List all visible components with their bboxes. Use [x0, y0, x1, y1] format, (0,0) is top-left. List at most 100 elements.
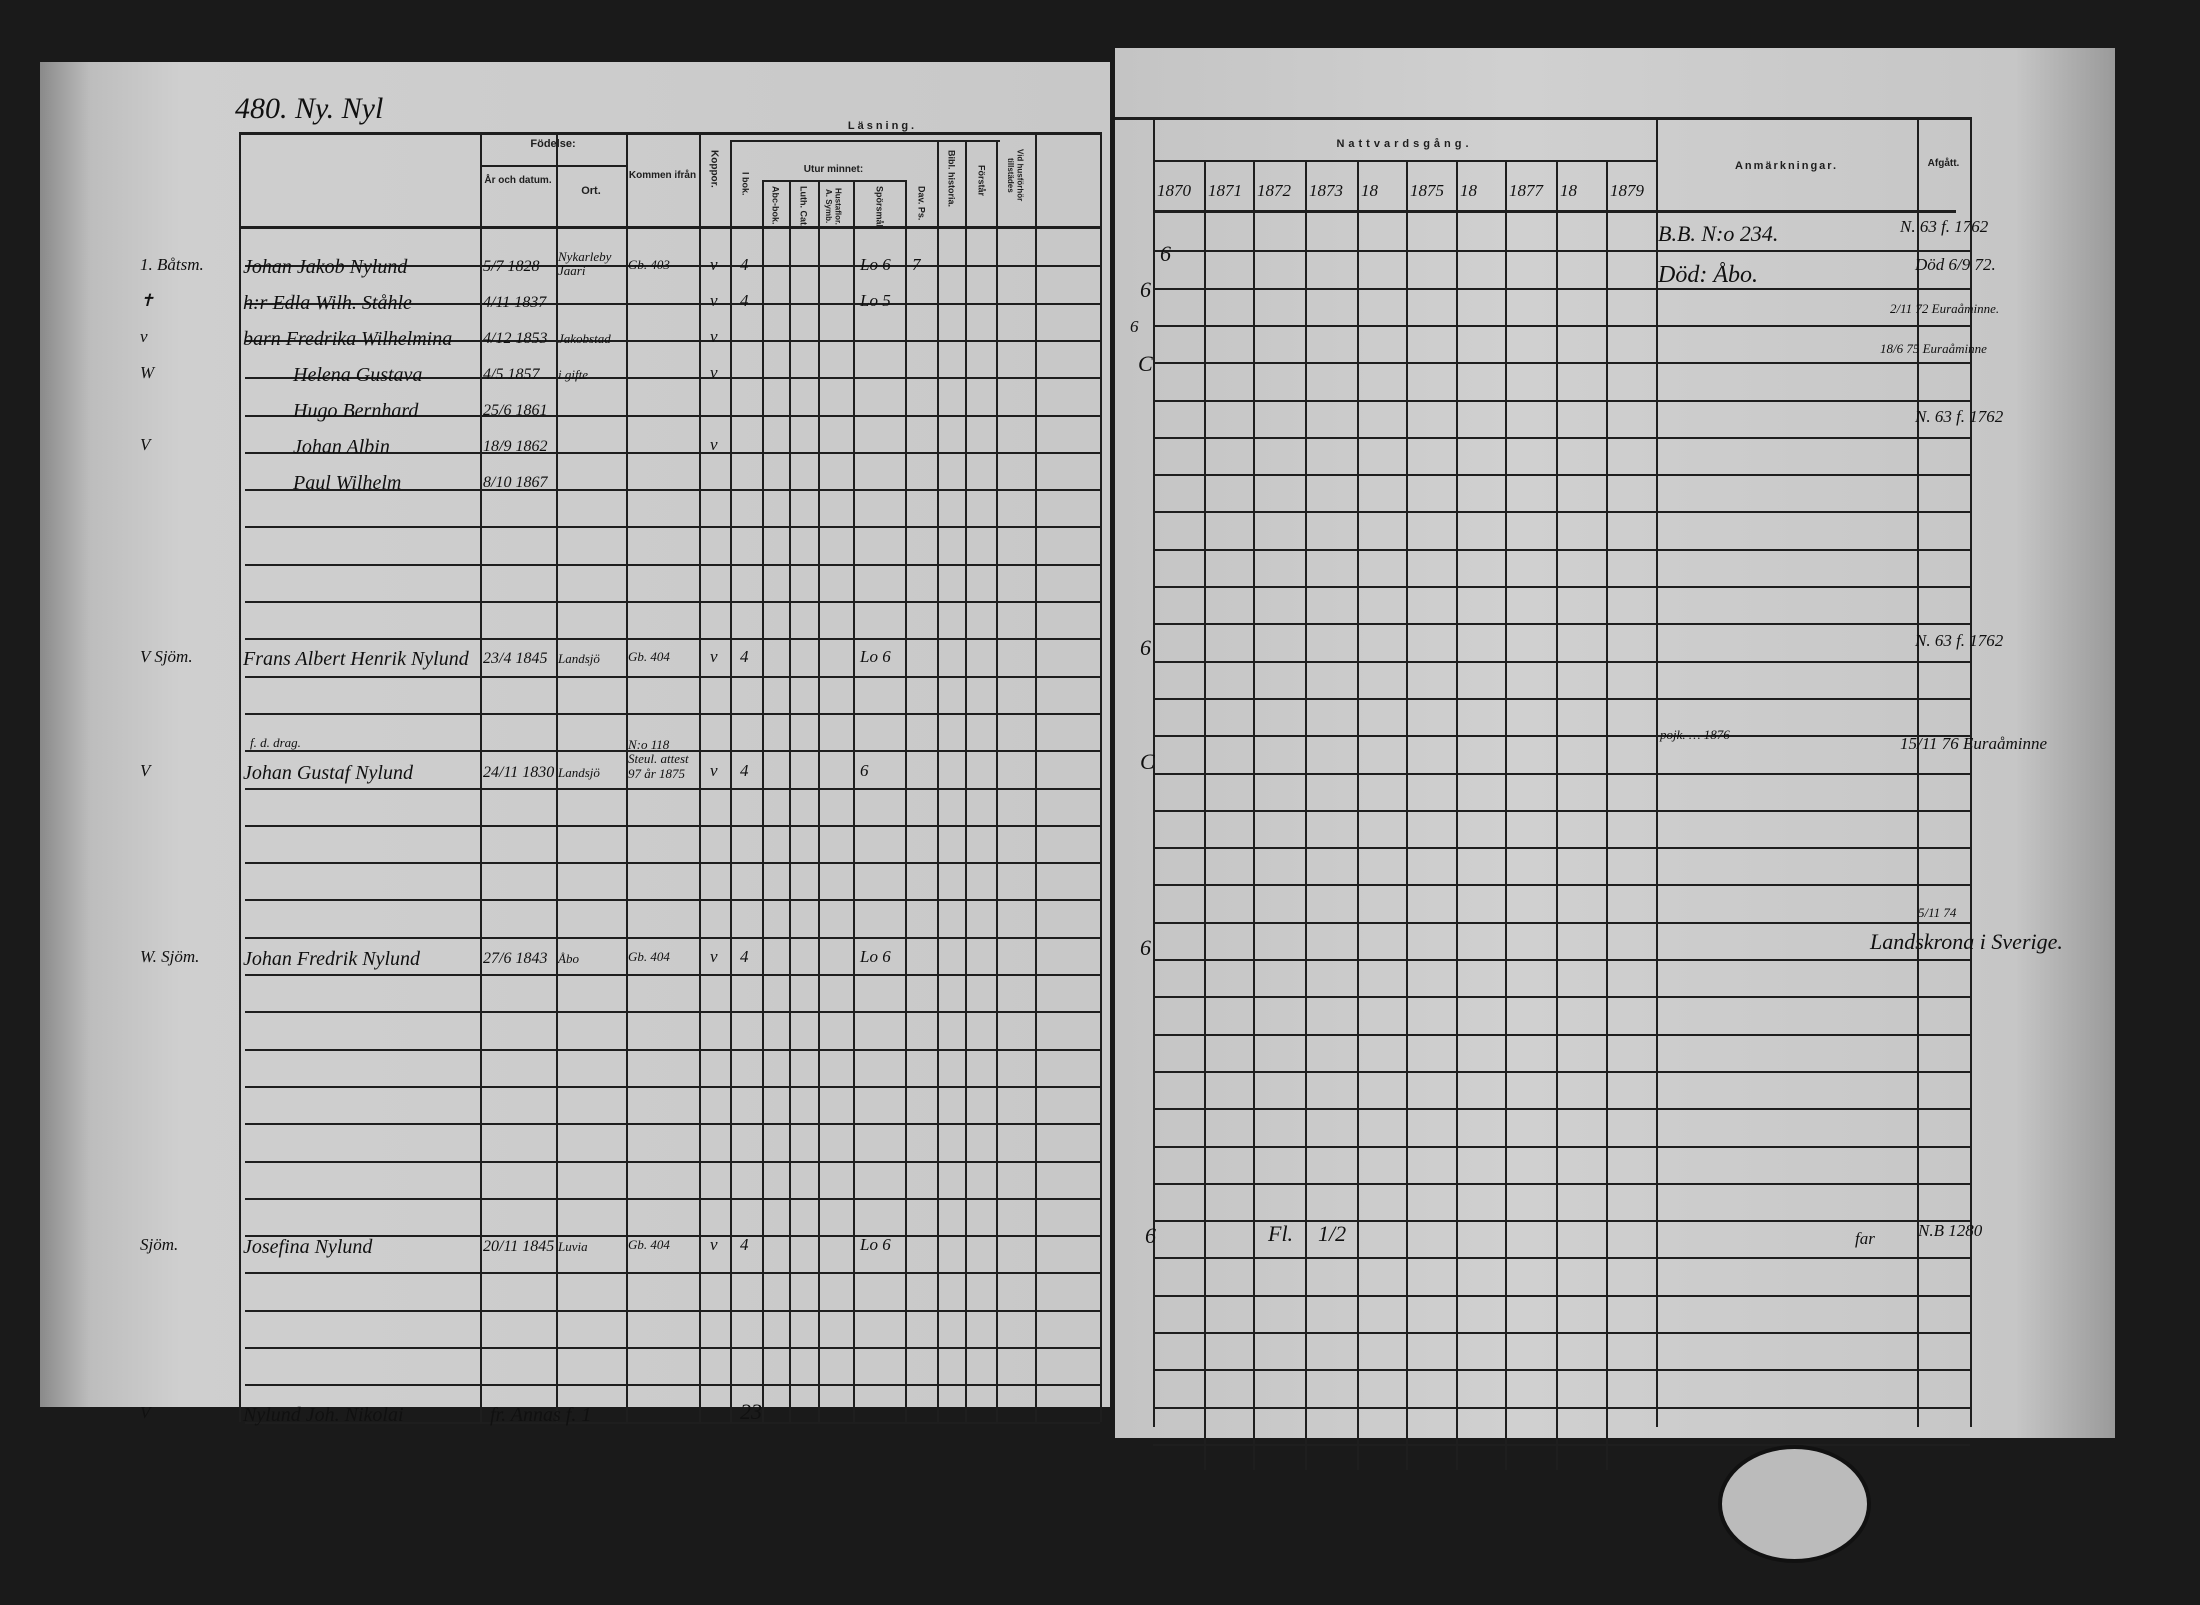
rule-line	[1035, 132, 1037, 1422]
rule-line	[1204, 160, 1206, 1470]
rule-line	[1153, 1033, 1970, 1036]
rule-line	[245, 974, 1100, 976]
header-sporsmal: Spörsmål.	[874, 186, 885, 230]
rule-line	[480, 132, 482, 1422]
margin-note: V	[140, 1403, 151, 1422]
header-forstar: Förstår	[976, 165, 987, 197]
rule-line	[245, 601, 1100, 603]
birth-date: 4/12 1853	[483, 330, 548, 347]
catechism-mark: Lo 6	[860, 1235, 891, 1254]
rule-line	[245, 787, 1100, 790]
rule-line	[245, 451, 1100, 454]
rule-line	[245, 377, 1100, 380]
remark: pojk. … 1876	[1660, 727, 1730, 742]
rule-line	[762, 180, 764, 1422]
person-name: Johan Jakob Nylund	[243, 256, 408, 278]
rule-line	[1153, 847, 1970, 850]
rule-line	[1100, 132, 1102, 1422]
rule-line	[556, 132, 558, 1422]
rule-line	[1153, 586, 1970, 588]
left-page	[40, 62, 1110, 1407]
mark: 6	[1140, 635, 1151, 660]
came-from: Gb. 404	[628, 649, 670, 664]
archive-stamp	[1718, 1445, 1871, 1563]
rule-line	[1153, 287, 1970, 290]
rule-line	[245, 489, 1100, 492]
year-header: 1872	[1257, 181, 1291, 200]
birth-date: 8/10 1867	[483, 474, 548, 491]
vaccination-mark: v	[710, 1235, 718, 1254]
rule-line	[245, 265, 1100, 268]
rule-line	[1556, 160, 1558, 1470]
rule-line	[245, 862, 1100, 865]
rule-line	[480, 165, 626, 167]
departure-note: N. 63 f. 1762	[1915, 631, 2004, 650]
rule-line	[245, 1347, 1100, 1349]
rule-line	[1153, 1332, 1970, 1334]
rule-line	[1153, 324, 1970, 327]
departure-note: 5/11 74	[1918, 905, 1957, 920]
rule-line	[1153, 884, 1970, 887]
birth-date: 27/6 1843	[483, 950, 548, 967]
rule-line	[245, 750, 1100, 753]
catechism-mark: Lo 6	[860, 255, 891, 274]
number-note: 23	[740, 1399, 762, 1424]
rule-line	[626, 132, 628, 1422]
mark: 6	[1140, 935, 1151, 960]
year-header: 1875	[1410, 181, 1444, 200]
person-name: Josefina Nylund	[243, 1236, 373, 1258]
reading-mark: 4	[740, 647, 749, 666]
birth-date: 4/11 1837	[483, 294, 547, 311]
margin-note: V	[140, 435, 151, 454]
rule-line	[1153, 1257, 1970, 1260]
person-name: Helena Gustava	[293, 364, 423, 386]
rule-line	[245, 936, 1100, 939]
departure-note: N. 63 f. 1762	[1915, 407, 2004, 426]
header-fodelse: Födelse:	[530, 138, 576, 150]
birth-date: 23/4 1845	[483, 650, 548, 667]
reading-mark: 4	[740, 291, 749, 310]
birth-place: Landsjö	[558, 651, 600, 666]
departure-note: Död 6/9 72.	[1915, 255, 1996, 274]
person-name: Hugo Bernhard	[293, 400, 419, 422]
vaccination-mark: v	[710, 647, 718, 666]
person-name: Nylund Joh. Nikolai	[243, 1404, 404, 1426]
mark: C	[1140, 749, 1155, 774]
birth-place: Landsjö	[558, 765, 600, 780]
birth-place: Jakobstad	[558, 331, 611, 346]
year-header: 1877	[1509, 181, 1543, 200]
rule-line	[1153, 697, 1970, 700]
margin-note: W	[140, 363, 155, 382]
rule-line	[1153, 1145, 1970, 1148]
vaccination-mark: v	[710, 761, 718, 780]
vaccination-mark: v	[710, 363, 718, 382]
rule-line	[245, 712, 1100, 715]
rule-line	[762, 180, 905, 182]
person-name: barn Fredrika Wilhelmina	[243, 328, 453, 350]
came-from: N:o 118 Steul. attest 97 år 1875	[628, 737, 689, 781]
remark: far	[1855, 1229, 1875, 1248]
rule-line	[1153, 1369, 1970, 1372]
mark: 6	[1145, 1223, 1156, 1248]
rule-line	[905, 180, 907, 1422]
rule-line	[239, 132, 241, 1422]
header-afgatt: Afgått.	[1927, 158, 1960, 169]
came-from: Gb. 403	[628, 257, 670, 272]
birth-place: Luvia	[558, 1239, 588, 1254]
person-name: Paul Wilhelm	[293, 472, 402, 494]
catechism-mark: 6	[860, 761, 869, 780]
rule-line	[245, 1123, 1100, 1126]
rule-line	[1153, 210, 1956, 213]
rule-line	[996, 140, 998, 1422]
mark: 1/2	[1318, 1221, 1347, 1246]
rule-line	[245, 1384, 1100, 1387]
rule-line	[245, 1011, 1100, 1014]
departure-note: 2/11 72 Euraåminne.	[1890, 301, 2000, 316]
catechism-mark: Lo 5	[860, 291, 891, 310]
mark: 6	[1140, 277, 1151, 302]
header-luth-cat: Luth. Cat.	[798, 186, 809, 228]
rule-line	[245, 414, 1100, 417]
rule-line	[1153, 623, 1970, 626]
header-anmarkningar: Anmärkningar.	[1734, 160, 1839, 172]
rule-line	[1153, 160, 1656, 162]
